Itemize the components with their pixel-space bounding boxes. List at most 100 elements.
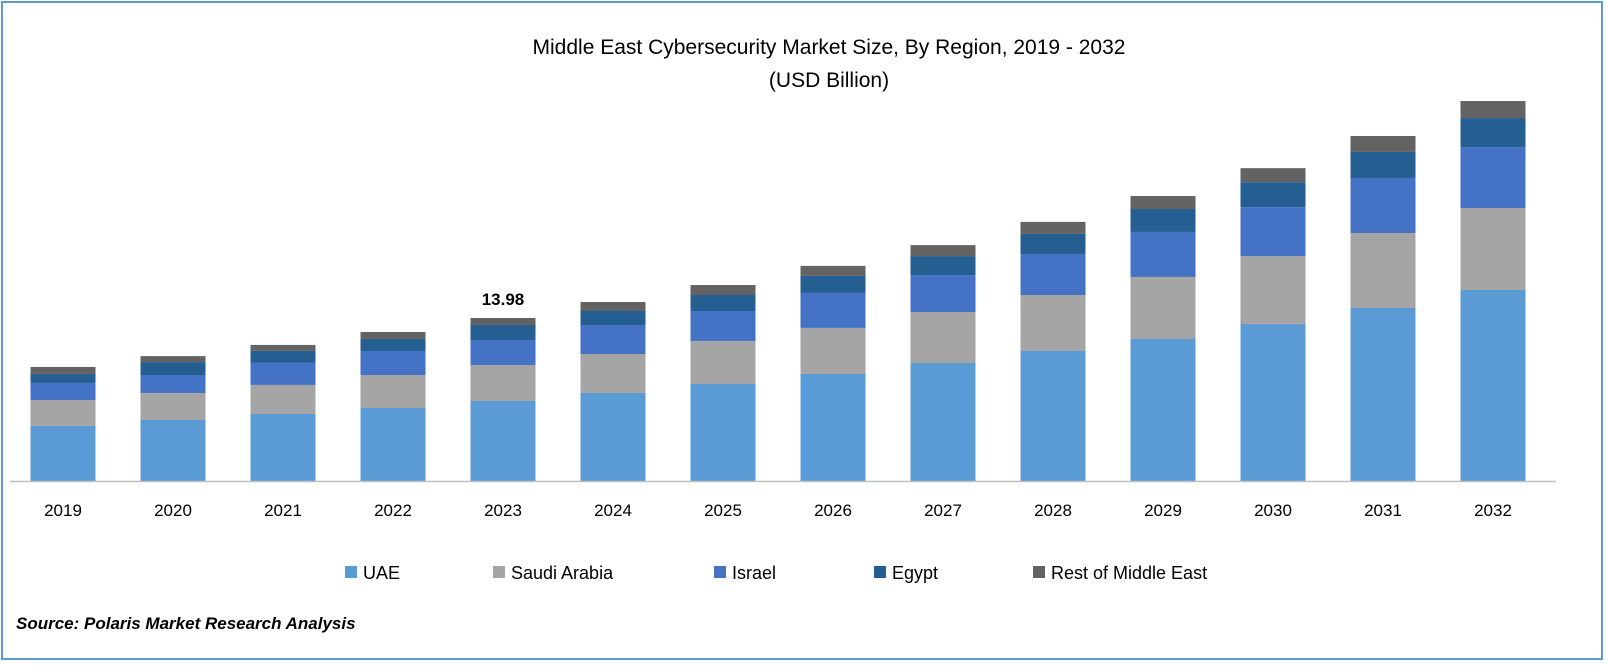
bar-segment-israel-2027 [910, 275, 976, 313]
bar-segment-rest-of-middle-east-2032 [1460, 101, 1526, 119]
bar-segment-egypt-2023 [470, 324, 536, 341]
bar-segment-egypt-2024 [580, 310, 646, 325]
bar-segment-rest-of-middle-east-2030 [1240, 168, 1306, 183]
bar-segment-egypt-2021 [250, 350, 316, 363]
legend-label: Saudi Arabia [511, 563, 614, 583]
bar-segment-israel-2031 [1350, 177, 1416, 233]
x-tick-label: 2024 [594, 501, 632, 520]
legend-label: Egypt [892, 563, 938, 583]
bar-segment-uae-2030 [1240, 324, 1306, 481]
bar-segment-israel-2021 [250, 362, 316, 385]
x-tick-label: 2027 [924, 501, 962, 520]
bar-segment-saudi-arabia-2027 [910, 312, 976, 364]
bar-segment-egypt-2030 [1240, 182, 1306, 208]
bar-segment-saudi-arabia-2026 [800, 327, 866, 374]
bar-segment-uae-2031 [1350, 307, 1416, 481]
data-label: 13.98 [482, 290, 525, 309]
bar-segment-rest-of-middle-east-2031 [1350, 135, 1416, 152]
bar-segment-rest-of-middle-east-2021 [250, 344, 316, 351]
bar-segment-rest-of-middle-east-2027 [910, 245, 976, 257]
bar-segment-saudi-arabia-2032 [1460, 208, 1526, 291]
bar-segment-israel-2030 [1240, 207, 1306, 257]
bar-segment-rest-of-middle-east-2029 [1130, 196, 1196, 209]
bar-segment-saudi-arabia-2019 [30, 399, 96, 426]
bar-segment-uae-2026 [800, 373, 866, 481]
bar-segment-egypt-2028 [1020, 233, 1086, 254]
bar-segment-uae-2028 [1020, 350, 1086, 481]
bar-segment-egypt-2029 [1130, 208, 1196, 232]
bar-segment-egypt-2027 [910, 256, 976, 276]
x-tick-label: 2025 [704, 501, 742, 520]
bar-segment-israel-2022 [360, 350, 426, 376]
bar-segment-egypt-2019 [30, 373, 96, 383]
bar-segment-israel-2024 [580, 324, 646, 355]
bar-segment-saudi-arabia-2020 [140, 392, 206, 421]
x-tick-label: 2022 [374, 501, 412, 520]
legend-item-rest-of-middle-east: Rest of Middle East [1033, 563, 1207, 583]
bar-segment-saudi-arabia-2023 [470, 364, 536, 402]
legend-label: Israel [732, 563, 776, 583]
bar-segment-saudi-arabia-2029 [1130, 276, 1196, 339]
bar-segment-saudi-arabia-2031 [1350, 232, 1416, 308]
legend-swatch [874, 566, 886, 578]
legend-swatch [714, 566, 726, 578]
bar-segment-saudi-arabia-2024 [580, 354, 646, 393]
bar-segment-uae-2021 [250, 413, 316, 481]
bar-segment-israel-2026 [800, 292, 866, 328]
bar-segment-uae-2019 [30, 425, 96, 481]
bar-segment-saudi-arabia-2021 [250, 384, 316, 414]
chart-subtitle: (USD Billion) [769, 69, 889, 92]
legend-item-egypt: Egypt [874, 563, 938, 583]
bar-segment-uae-2022 [360, 408, 426, 481]
x-tick-label: 2023 [484, 501, 522, 520]
bar-segment-uae-2029 [1130, 338, 1196, 481]
bar-segment-saudi-arabia-2028 [1020, 295, 1086, 351]
x-tick-label: 2019 [44, 501, 82, 520]
legend-label: Rest of Middle East [1051, 563, 1207, 583]
bar-segment-egypt-2032 [1460, 118, 1526, 148]
bar-segment-uae-2020 [140, 420, 206, 481]
bar-segment-rest-of-middle-east-2020 [140, 356, 206, 363]
legend-item-saudi-arabia: Saudi Arabia [493, 563, 614, 583]
bar-segment-israel-2023 [470, 340, 536, 365]
bar-segment-rest-of-middle-east-2019 [30, 366, 96, 374]
bar-segment-israel-2032 [1460, 147, 1526, 209]
legend-item-uae: UAE [345, 563, 400, 583]
legend-swatch [493, 566, 505, 578]
x-tick-label: 2029 [1144, 501, 1182, 520]
bar-segment-saudi-arabia-2030 [1240, 256, 1306, 325]
bar-segment-israel-2020 [140, 375, 206, 393]
bar-segment-rest-of-middle-east-2025 [690, 284, 756, 296]
legend-item-israel: Israel [714, 563, 776, 583]
bar-segment-israel-2019 [30, 382, 96, 400]
x-tick-label: 2032 [1474, 501, 1512, 520]
x-tick-label: 2021 [264, 501, 302, 520]
legend-label: UAE [363, 563, 400, 583]
bar-segment-rest-of-middle-east-2026 [800, 265, 866, 276]
bar-segment-uae-2024 [580, 392, 646, 481]
source-note: Source: Polaris Market Research Analysis [16, 614, 356, 633]
x-tick-label: 2026 [814, 501, 852, 520]
x-tick-label: 2028 [1034, 501, 1072, 520]
bar-segment-rest-of-middle-east-2022 [360, 331, 426, 339]
bar-segment-saudi-arabia-2025 [690, 340, 756, 384]
x-tick-label: 2030 [1254, 501, 1292, 520]
bar-segment-egypt-2020 [140, 362, 206, 376]
x-tick-label: 2031 [1364, 501, 1402, 520]
bar-segment-uae-2023 [470, 401, 536, 481]
legend-swatch [345, 566, 357, 578]
bar-segment-uae-2025 [690, 383, 756, 481]
bar-segment-uae-2027 [910, 363, 976, 481]
bar-segment-egypt-2025 [690, 295, 756, 311]
bar-segment-saudi-arabia-2022 [360, 375, 426, 409]
bar-segment-egypt-2031 [1350, 151, 1416, 178]
bar-segment-rest-of-middle-east-2023 [470, 317, 536, 325]
bar-segment-israel-2028 [1020, 253, 1086, 296]
x-tick-label: 2020 [154, 501, 192, 520]
chart-title: Middle East Cybersecurity Market Size, B… [533, 36, 1126, 59]
bar-segment-rest-of-middle-east-2028 [1020, 221, 1086, 234]
bar-segment-uae-2032 [1460, 290, 1526, 481]
bar-segment-israel-2025 [690, 310, 756, 341]
